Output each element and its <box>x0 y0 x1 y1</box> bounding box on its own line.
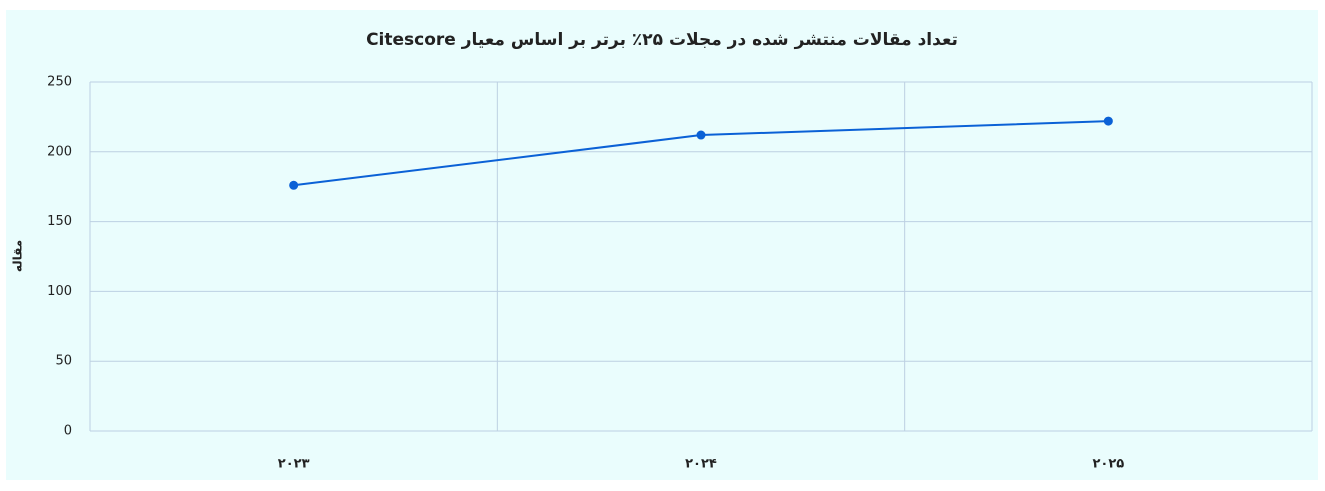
y-axis-label: مقاله <box>11 240 25 272</box>
chart-title: تعداد مقالات منتشر شده در مجلات ۲۵٪ برتر… <box>366 30 958 50</box>
chart-background <box>6 10 1318 480</box>
x-tick-label: ۲۰۲۳ <box>278 457 310 472</box>
x-tick-label: ۲۰۲۴ <box>685 457 717 472</box>
y-tick-label: 0 <box>64 424 72 439</box>
y-tick-label: 200 <box>47 144 72 159</box>
data-point <box>289 180 299 190</box>
y-tick-label: 150 <box>47 214 72 229</box>
y-tick-label: 250 <box>47 75 72 90</box>
y-tick-label: 100 <box>47 284 72 299</box>
data-point <box>1103 116 1113 126</box>
data-point <box>696 130 706 140</box>
x-tick-label: ۲۰۲۵ <box>1092 457 1124 472</box>
y-tick-label: 50 <box>55 354 72 369</box>
